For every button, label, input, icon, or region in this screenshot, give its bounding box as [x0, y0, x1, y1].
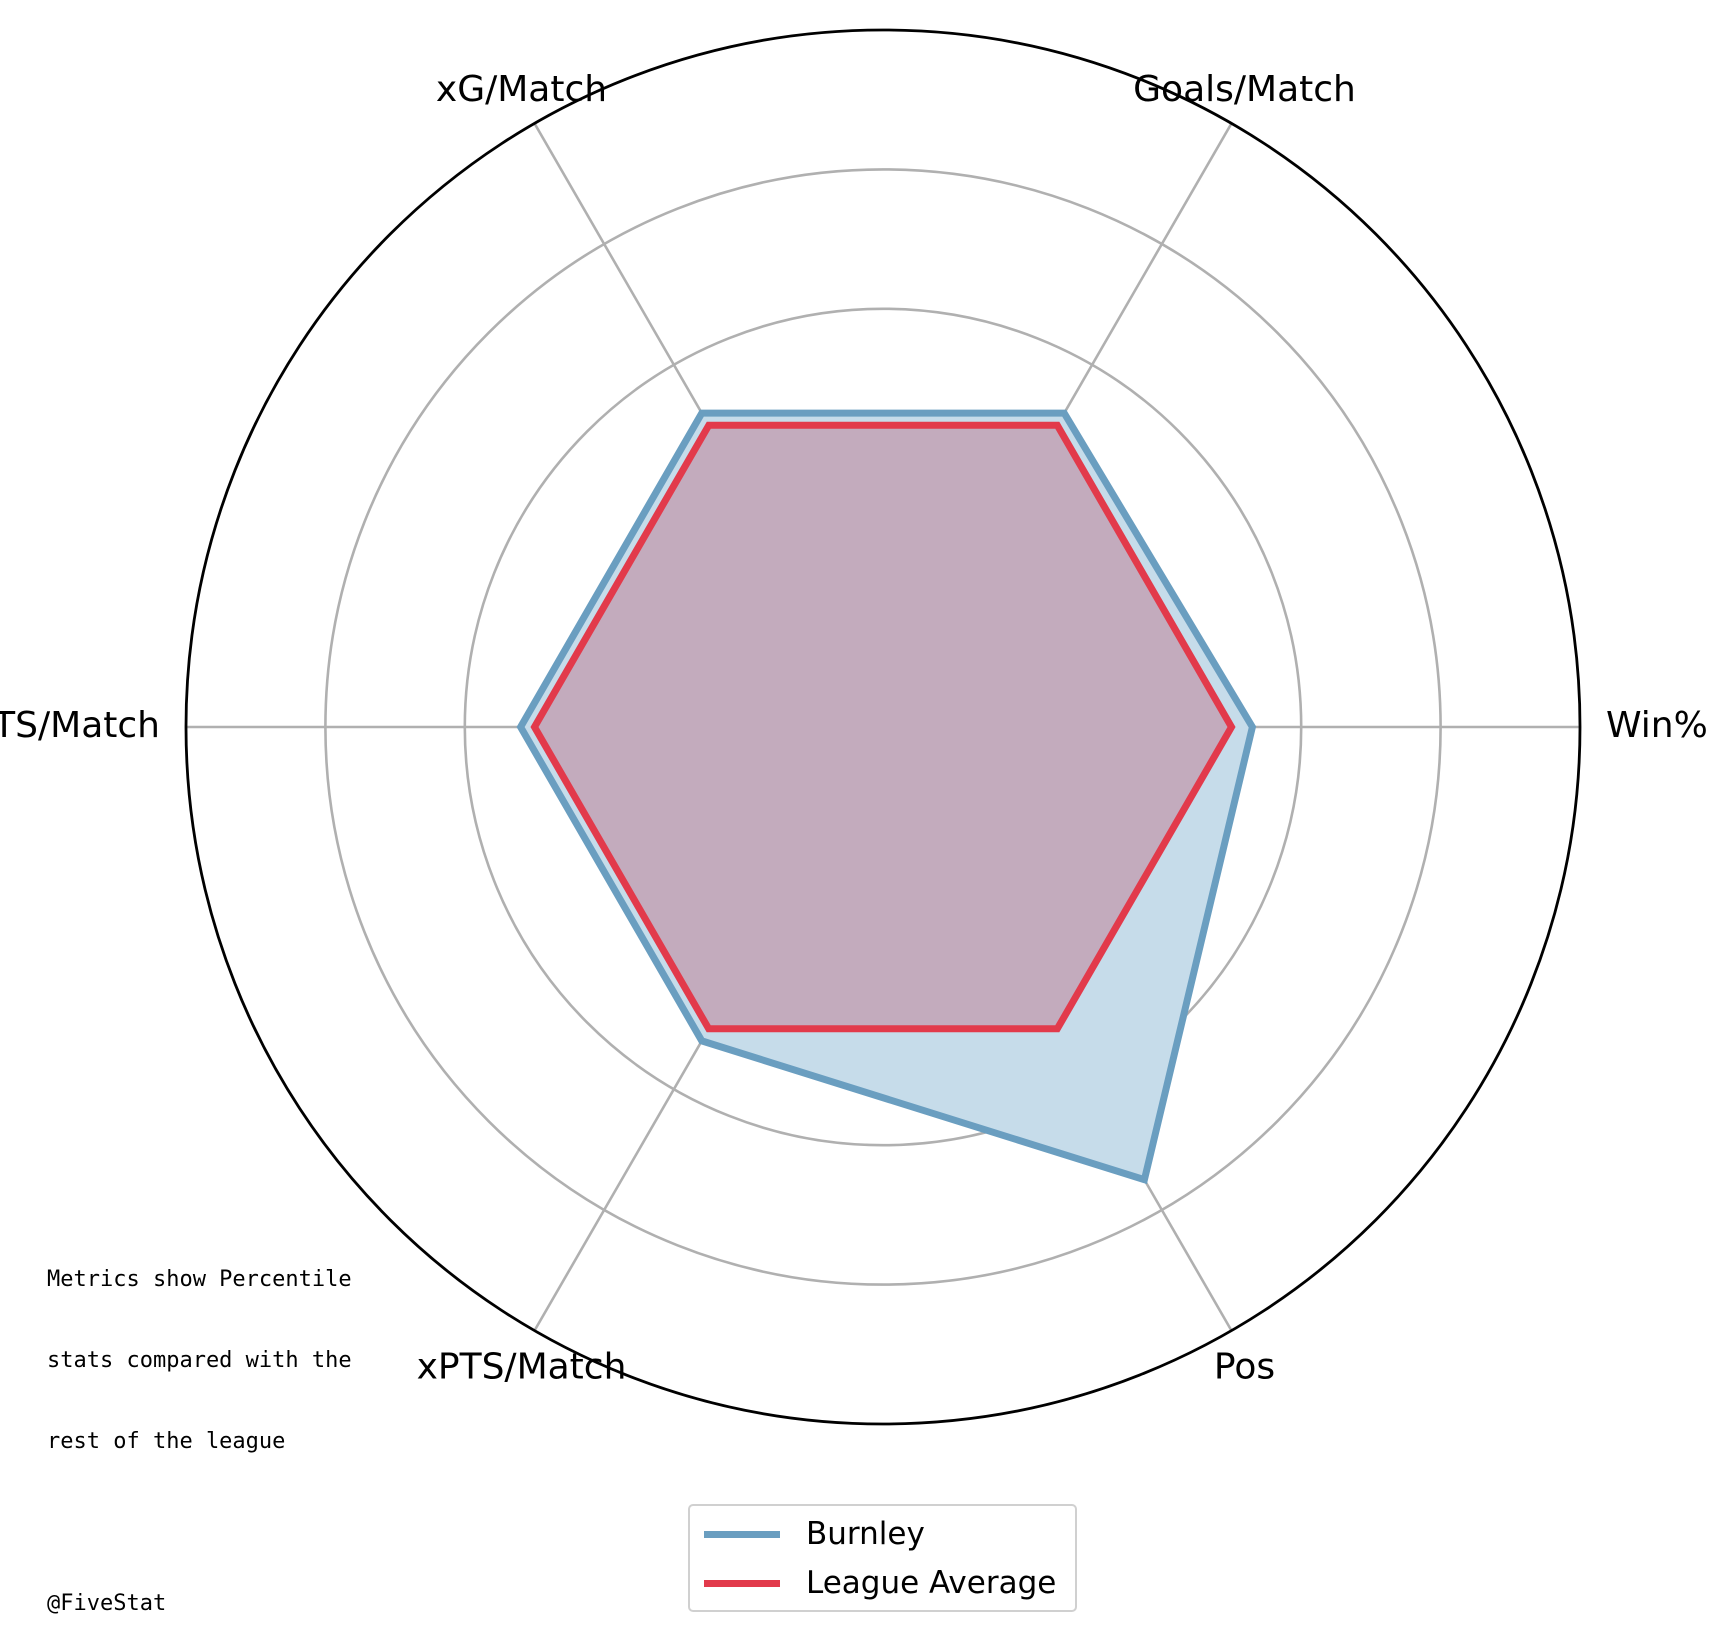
legend-swatch-burnley — [704, 1530, 780, 1538]
legend-item-league-average: League Average — [704, 1563, 1056, 1603]
annotation-line: ​ — [47, 1509, 352, 1536]
annotation-credit: @FiveStat — [47, 1591, 167, 1616]
series-area-burnley — [520, 413, 1253, 1180]
axis-label-pts-match: PTS/Match — [0, 705, 160, 746]
annotation-note: Metrics show Percentile stats compared w… — [47, 1212, 352, 1644]
series-area-league-average — [534, 425, 1232, 1029]
axis-label-win: Win% — [1606, 705, 1708, 746]
legend-label-burnley: Burnley — [806, 1516, 925, 1552]
series-line-league-average — [530, 421, 1236, 1033]
axis-label-xpts-match: xPTS/Match — [417, 1347, 627, 1388]
axis-label-goals-match: Goals/Match — [1133, 69, 1356, 110]
legend-swatch-league-average — [704, 1579, 780, 1587]
legend: Burnley League Average — [688, 1504, 1077, 1612]
annotation-line: Metrics show Percentile — [47, 1267, 352, 1292]
series-layer — [516, 409, 1257, 1185]
axis-label-pos: Pos — [1214, 1347, 1275, 1388]
annotation-line: stats compared with the — [47, 1348, 352, 1373]
legend-item-burnley: Burnley — [704, 1514, 925, 1554]
axis-label-layer: Win% Goals/Match xG/Match PTS/Match xPTS/Mat… — [0, 69, 1708, 1388]
legend-label-league-average: League Average — [806, 1565, 1057, 1601]
annotation-line: rest of the league — [47, 1429, 286, 1454]
outer-frame — [184, 28, 1582, 1426]
axis-label-xg-match: xG/Match — [436, 69, 607, 110]
series-line-burnley — [516, 409, 1257, 1185]
